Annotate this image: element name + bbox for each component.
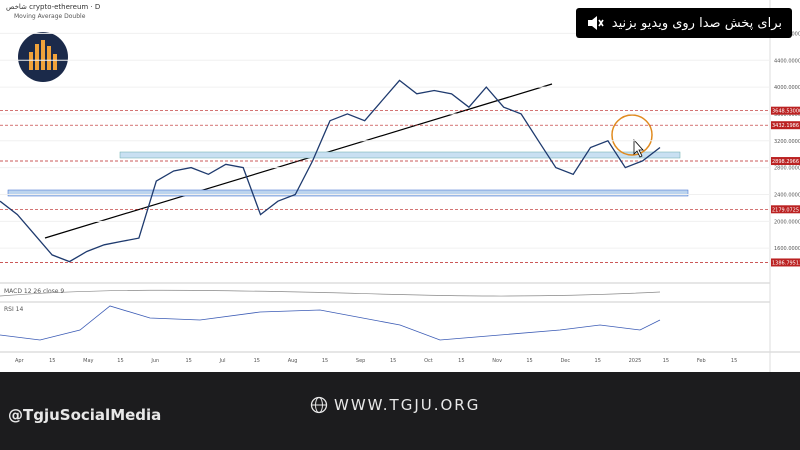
x-tick-label: Oct — [424, 358, 433, 364]
level-label: 2898.2966 — [772, 159, 799, 165]
price-line — [0, 79, 661, 263]
x-tick-label: Nov — [492, 358, 502, 364]
y-tick-label: 4400.000000 — [774, 58, 800, 64]
level-tag — [771, 106, 800, 115]
x-tick-label: 15 — [322, 358, 328, 364]
y-tick-label: 3600.000000 — [774, 112, 800, 118]
y-tick-label: 2400.000000 — [774, 192, 800, 198]
x-tick-label: Jun — [150, 358, 159, 364]
y-tick-label: 1600.000000 — [774, 246, 800, 252]
level-label: 2179.0725 — [772, 207, 799, 213]
x-tick-label: 15 — [663, 358, 669, 364]
y-tick-label: 4000.000000 — [774, 85, 800, 91]
social-handle: @TgjuSocialMedia — [8, 406, 162, 424]
site: WWW.TGJU.ORG — [310, 396, 480, 414]
globe-icon — [310, 396, 328, 414]
x-tick-label: Feb — [697, 358, 706, 364]
macd-line — [0, 289, 661, 297]
x-tick-label: 15 — [117, 358, 123, 364]
cursor — [633, 138, 644, 158]
logo-bars — [29, 40, 57, 70]
x-tick-label: 15 — [458, 358, 464, 364]
x-tick-label: Aug — [288, 358, 298, 364]
level-tag — [771, 121, 800, 130]
y-tick-label: 3200.000000 — [774, 139, 800, 145]
y-tick-label: 2000.000000 — [774, 219, 800, 225]
audio-banner[interactable]: برای پخش صدا روی ویدیو بزنید — [575, 8, 792, 38]
trading-chart: شاخص crypto-ethereum · D Moving Average … — [0, 0, 800, 372]
x-tick-label: 15 — [185, 358, 191, 364]
trendline — [44, 83, 553, 239]
x-tick-label: May — [83, 358, 93, 364]
x-tick-label: Apr — [15, 358, 25, 364]
level-tag — [771, 157, 800, 166]
level-label: 3648.530000 — [772, 109, 800, 115]
x-tick-label: 15 — [390, 358, 396, 364]
x-tick-label: Dec — [560, 358, 570, 364]
support-zone — [7, 189, 689, 197]
x-tick-label: 15 — [595, 358, 601, 364]
x-tick-label: 15 — [731, 358, 737, 364]
macd-label: MACD 12 26 close 9 — [4, 288, 64, 295]
banner-text: برای پخش صدا روی ویدیو بزنید — [611, 15, 782, 31]
level-label: 1386.795113 — [772, 260, 800, 266]
x-tick-label: 2025 — [629, 358, 642, 364]
rsi-label: RSI 14 — [4, 306, 23, 313]
level-tag — [771, 205, 800, 214]
y-tick-label: 2800.000000 — [774, 166, 800, 172]
x-tick-label: 15 — [49, 358, 55, 364]
highlight-circle — [611, 114, 653, 156]
symbol: شاخص crypto-ethereum · D — [6, 3, 100, 11]
level-tag — [771, 258, 800, 267]
x-tick-label: 15 — [254, 358, 260, 364]
indicator: Moving Average Double — [14, 13, 86, 20]
mute-icon — [587, 16, 604, 30]
x-tick-label: 15 — [526, 358, 532, 364]
x-tick-label: Jul — [219, 358, 226, 364]
support-zone — [119, 151, 681, 159]
rsi-line — [0, 305, 661, 341]
site-url: WWW.TGJU.ORG — [334, 396, 481, 414]
x-tick-label: Sep — [356, 358, 365, 364]
level-label: 3432.1986 — [772, 123, 799, 129]
